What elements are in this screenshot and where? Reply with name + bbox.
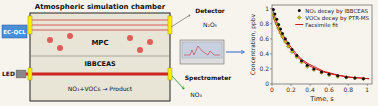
plot: 0 0.2 0.4 0.6 0.8 1 0 0.2 0.4 0.6 0.8 1 Time, s Conce… xyxy=(249,5,372,103)
ec-qcl-box xyxy=(2,25,27,38)
y-tick-label: 0.8 xyxy=(259,20,269,27)
y-tick xyxy=(270,53,272,54)
point xyxy=(353,76,357,80)
legend-label: VOCs decay by PTR-MS xyxy=(305,15,369,22)
point xyxy=(320,71,324,75)
point xyxy=(275,18,278,21)
y-tick xyxy=(270,68,272,69)
arrow-spectrometer xyxy=(172,76,184,89)
molecule xyxy=(127,35,133,41)
point xyxy=(353,76,356,79)
point xyxy=(277,23,280,26)
fit-line xyxy=(272,14,369,79)
beam xyxy=(30,20,170,21)
arrow-detector xyxy=(171,15,190,27)
y-label: Concentration, ppbv xyxy=(249,13,257,75)
y-tick-label: 0 xyxy=(265,80,269,87)
mirror xyxy=(168,68,172,80)
divider xyxy=(30,56,170,57)
marks xyxy=(272,8,369,81)
molecule xyxy=(147,39,153,45)
point xyxy=(344,75,348,79)
point xyxy=(295,54,298,57)
point xyxy=(273,13,276,16)
point xyxy=(362,77,366,81)
y-tick xyxy=(270,38,272,39)
point xyxy=(328,73,331,76)
annotation: MPC xyxy=(91,39,108,47)
point xyxy=(272,8,275,11)
diagram: Atmospheric simulation chamber EC-QCL LED M… xyxy=(2,3,244,101)
legend-swatch xyxy=(297,16,301,20)
x-tick-label: 1 xyxy=(365,86,369,93)
x-label: Time, s xyxy=(309,95,334,103)
annotation: N₂O₅ xyxy=(203,21,218,28)
screen-sketch xyxy=(184,46,220,55)
y-tick xyxy=(270,23,272,24)
x-tick-label: 0.8 xyxy=(343,86,353,93)
annotation: Spectrometer xyxy=(185,74,231,82)
molecule xyxy=(137,47,143,53)
point xyxy=(327,73,331,77)
y-tick-label: 0.6 xyxy=(259,35,269,42)
legend-swatch xyxy=(295,24,303,25)
legend-swatch xyxy=(298,9,301,12)
x-tick-label: 0.6 xyxy=(324,86,334,93)
molecule xyxy=(57,45,63,51)
mirror xyxy=(28,68,32,80)
point xyxy=(320,70,323,73)
x-tick-label: 0.4 xyxy=(305,86,315,93)
point xyxy=(281,35,285,39)
mirror xyxy=(28,16,32,34)
laptop xyxy=(180,40,224,64)
plot-frame xyxy=(272,5,372,84)
legend-label: Facsimile fit xyxy=(305,22,338,28)
y-tick xyxy=(270,84,272,85)
point xyxy=(284,37,287,40)
point xyxy=(283,40,287,44)
point xyxy=(306,64,309,67)
point xyxy=(336,74,339,77)
point xyxy=(286,44,290,48)
y-tick-label: 1 xyxy=(265,5,269,12)
chart: Atmospheric simulation chamber EC-QCL LED M… xyxy=(0,0,378,106)
y-tick-label: 0.4 xyxy=(259,50,269,57)
point xyxy=(300,59,303,62)
annotation: NO₃+VOCs → Product xyxy=(68,85,133,92)
beam xyxy=(30,25,170,26)
title: Atmospheric simulation chamber xyxy=(35,3,166,11)
fit-line xyxy=(272,9,369,79)
annotation: EC-QCL xyxy=(3,29,26,35)
point xyxy=(362,77,365,80)
chamber xyxy=(30,13,170,101)
beam xyxy=(30,30,170,31)
annotation: LED xyxy=(2,70,15,77)
point xyxy=(312,67,315,70)
point xyxy=(287,42,290,45)
y-tick xyxy=(270,8,272,9)
point xyxy=(279,28,282,31)
molecule xyxy=(47,37,53,43)
legend: NO₃ decay by IBBCEASVOCs decay by PTR-MS… xyxy=(295,8,369,28)
point xyxy=(312,68,316,72)
molecule xyxy=(67,33,73,39)
point xyxy=(336,75,340,79)
annotation: IBBCEAS xyxy=(84,60,116,68)
annotation: NO₃ xyxy=(190,91,202,98)
beam-lower xyxy=(26,73,172,76)
point xyxy=(291,48,294,51)
annotation: Detector xyxy=(195,7,225,14)
arrow-plot xyxy=(226,52,244,53)
y-tick-label: 0.2 xyxy=(259,65,269,72)
point xyxy=(281,32,284,35)
point xyxy=(345,76,348,79)
x-tick-label: 0.2 xyxy=(286,86,296,93)
x-tick-label: 0 xyxy=(270,86,274,93)
legend-label: NO₃ decay by IBBCEAS xyxy=(305,8,368,15)
laptop-screen xyxy=(182,42,222,58)
mirror xyxy=(168,16,172,34)
led-mount xyxy=(16,70,26,78)
